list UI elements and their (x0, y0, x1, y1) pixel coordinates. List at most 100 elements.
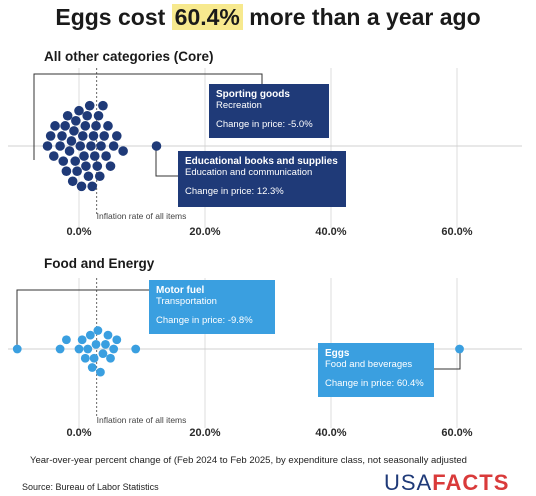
core-data-point (118, 146, 128, 156)
food-data-point (74, 344, 84, 354)
core-data-point (83, 171, 94, 182)
core-data-point (112, 131, 122, 141)
core-data-point (84, 100, 95, 111)
core-x-tick-label: 0.0% (66, 226, 91, 238)
core-data-point (88, 131, 99, 141)
food-data-point (109, 344, 119, 354)
core-x-tick-label: 40.0% (315, 226, 346, 238)
callout-name: Eggs (325, 348, 350, 359)
core-data-point (77, 131, 88, 141)
core-data-point (82, 110, 92, 121)
core-data-point (55, 141, 65, 151)
core-data-point (64, 146, 75, 156)
core-data-point (94, 171, 105, 182)
food-data-point (87, 363, 97, 372)
core-data-point (93, 110, 104, 121)
food-callout-leader (16, 289, 149, 349)
callout-motor-fuel: Motor fuel Transportation Change in pric… (149, 280, 275, 334)
food-callout-leader (434, 349, 461, 370)
core-data-point (45, 131, 56, 141)
core-data-point (66, 136, 77, 146)
core-data-point (91, 121, 101, 131)
title-suffix: more than a year ago (242, 4, 481, 30)
food-data-point (91, 339, 101, 349)
core-data-point (75, 141, 86, 151)
food-x-tick-label: 0.0% (66, 427, 91, 439)
page-title: Eggs cost 60.4% more than a year ago (0, 4, 536, 31)
core-data-point (103, 121, 113, 131)
food-data-point (55, 344, 65, 354)
core-data-point (79, 151, 89, 161)
core-data-point (49, 151, 59, 161)
core-data-point (81, 161, 91, 171)
core-data-point (50, 121, 60, 131)
footnote: Year-over-year percent change of (Feb 20… (30, 455, 467, 466)
callout-eggs: Eggs Food and beverages Change in price:… (318, 343, 434, 397)
core-x-tick-label: 20.0% (189, 226, 220, 238)
food-data-point (83, 344, 93, 354)
core-data-point (70, 156, 81, 166)
core-data-point (42, 141, 53, 151)
core-data-point (80, 121, 91, 131)
core-data-point (99, 131, 109, 141)
core-data-point (76, 181, 87, 192)
callout-category: Education and communication (185, 167, 313, 178)
callout-educational-books: Educational books and supplies Education… (178, 151, 346, 207)
food-data-point (98, 349, 108, 359)
core-section-title: All other categories (Core) (44, 49, 214, 64)
food-data-point (103, 330, 113, 340)
source-note: Source: Bureau of Labor Statistics (22, 482, 159, 492)
callout-change: Change in price: 12.3% (185, 186, 284, 197)
food-data-point (93, 326, 103, 335)
food-reference-label: Inflation rate of all items (97, 415, 187, 425)
callout-sporting-goods: Sporting goods Recreation Change in pric… (209, 84, 329, 138)
callout-name: Sporting goods (216, 89, 290, 100)
callout-name: Educational books and supplies (185, 156, 338, 167)
food-data-point (80, 353, 90, 363)
food-energy-section-title: Food and Energy (44, 256, 155, 271)
core-data-point (89, 151, 100, 161)
callout-category: Recreation (216, 100, 262, 111)
food-data-point (96, 367, 105, 377)
core-data-point (101, 151, 111, 161)
food-data-point (106, 353, 115, 363)
core-data-point (92, 161, 103, 171)
core-data-point (71, 116, 81, 126)
core-data-point (62, 110, 73, 121)
core-data-point (86, 141, 96, 151)
core-data-point (74, 105, 84, 116)
callout-category: Transportation (156, 296, 217, 307)
brand-suffix: FACTS (432, 470, 510, 495)
food-data-point (12, 344, 22, 354)
callout-change: Change in price: -9.8% (156, 315, 253, 326)
title-highlight: 60.4% (171, 4, 243, 30)
core-data-point (108, 141, 119, 151)
food-data-point (455, 344, 464, 354)
core-x-tick-label: 60.0% (441, 226, 472, 238)
food-data-point (89, 353, 99, 363)
core-data-point (98, 100, 108, 111)
food-x-tick-label: 60.0% (441, 427, 472, 439)
brand-prefix: USA (384, 470, 433, 495)
callout-name: Motor fuel (156, 285, 205, 296)
food-data-point (85, 330, 95, 340)
callout-category: Food and beverages (325, 359, 413, 370)
core-data-point (60, 121, 70, 131)
food-data-point (131, 344, 141, 354)
callout-change: Change in price: 60.4% (325, 378, 424, 389)
food-data-point (112, 335, 122, 345)
core-data-point (72, 166, 82, 176)
callout-change: Change in price: -5.0% (216, 119, 313, 130)
core-callout-leader (33, 73, 263, 160)
core-data-point (105, 161, 116, 171)
core-data-point (67, 176, 78, 187)
food-data-point (62, 335, 71, 345)
core-data-point (96, 141, 106, 151)
core-data-point (69, 126, 79, 136)
core-data-point (61, 166, 72, 176)
food-x-tick-label: 20.0% (189, 427, 220, 439)
brand-logo: USAFACTS (384, 470, 509, 496)
food-data-point (101, 339, 110, 349)
core-reference-label: Inflation rate of all items (97, 211, 187, 221)
